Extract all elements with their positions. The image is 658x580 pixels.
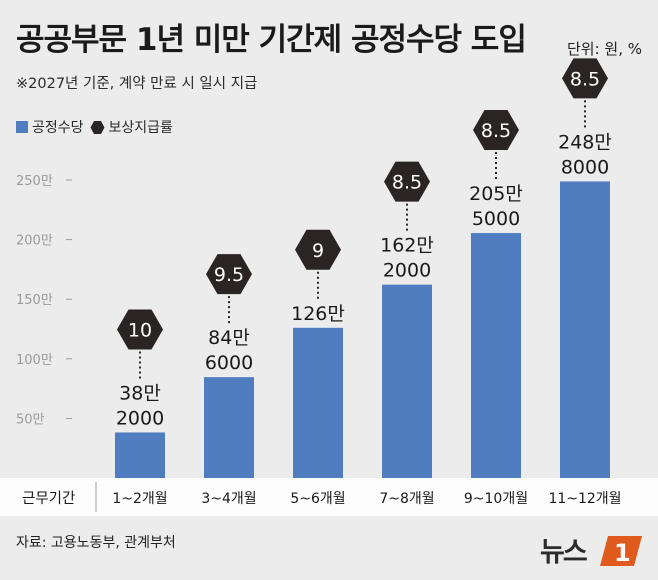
bar-value-label: 2000 bbox=[116, 407, 164, 429]
source-label: 자료: 고용노동부, 관계부처 bbox=[16, 535, 176, 551]
rate-hexagon bbox=[473, 110, 519, 151]
x-axis-label: 근무기간 bbox=[22, 490, 75, 507]
svg-text:뉴스: 뉴스 bbox=[540, 537, 587, 568]
rate-label: 9.5 bbox=[214, 264, 244, 286]
bar bbox=[115, 432, 165, 478]
rate-label: 8.5 bbox=[481, 120, 511, 142]
bar-value-label: 2000 bbox=[383, 260, 431, 282]
rate-label: 8.5 bbox=[570, 68, 600, 90]
x-tick-label: 11~12개월 bbox=[548, 491, 621, 507]
rate-label: 10 bbox=[128, 319, 152, 341]
chart-note: ※2027년 기준, 계약 만료 시 일시 지급 bbox=[16, 76, 258, 92]
bar-value-label: 6000 bbox=[205, 352, 253, 374]
rate-hexagon bbox=[117, 309, 163, 350]
rate-hexagon bbox=[206, 254, 252, 295]
bar bbox=[204, 377, 254, 478]
rate-hexagon bbox=[295, 229, 341, 270]
legend-bar-label: 공정수당 bbox=[32, 120, 84, 136]
legend-hex-label: 보상지급률 bbox=[108, 120, 173, 136]
y-tick-label: 100만 bbox=[16, 353, 53, 368]
svg-text:1: 1 bbox=[614, 539, 631, 567]
rate-hexagon bbox=[562, 58, 608, 99]
legend: 공정수당 보상지급률 bbox=[16, 117, 173, 137]
x-tick-label: 7~8개월 bbox=[379, 491, 434, 507]
bar bbox=[293, 327, 343, 478]
x-tick-label: 3~4개월 bbox=[201, 491, 256, 507]
x-tick-label: 1~2개월 bbox=[112, 491, 167, 507]
rate-label: 8.5 bbox=[392, 172, 422, 194]
bar bbox=[471, 233, 521, 478]
bar-value-label: 162만 bbox=[380, 235, 434, 257]
y-tick-label: 150만 bbox=[16, 293, 53, 308]
unit-label: 단위: 원, % bbox=[566, 40, 642, 58]
bar bbox=[560, 181, 610, 478]
rate-label: 9 bbox=[312, 240, 324, 262]
bar-value-label: 38만 bbox=[119, 382, 161, 404]
x-tick-label: 5~6개월 bbox=[290, 491, 345, 507]
bar-value-label: 205만 bbox=[469, 183, 523, 205]
y-tick-label: 50만 bbox=[16, 412, 45, 427]
y-tick-label: 250만 bbox=[16, 174, 53, 189]
hexagon-icon bbox=[90, 120, 105, 135]
bar-value-label: 5000 bbox=[472, 208, 520, 230]
bar-value-label: 126만 bbox=[291, 303, 345, 325]
y-tick-label: 200만 bbox=[16, 234, 53, 249]
bar-value-label: 84만 bbox=[208, 327, 250, 349]
legend-bar-swatch bbox=[16, 121, 28, 133]
bar bbox=[382, 284, 432, 478]
bar-value-label: 8000 bbox=[561, 156, 609, 178]
chart-title: 공공부문 1년 미만 기간제 공정수당 도입 bbox=[16, 22, 527, 58]
bar-value-label: 248만 bbox=[558, 131, 612, 153]
rate-hexagon bbox=[384, 161, 430, 202]
x-tick-label: 9~10개월 bbox=[464, 491, 528, 507]
x-axis-band bbox=[0, 478, 658, 516]
news1-logo: 뉴스 1 bbox=[538, 530, 648, 570]
